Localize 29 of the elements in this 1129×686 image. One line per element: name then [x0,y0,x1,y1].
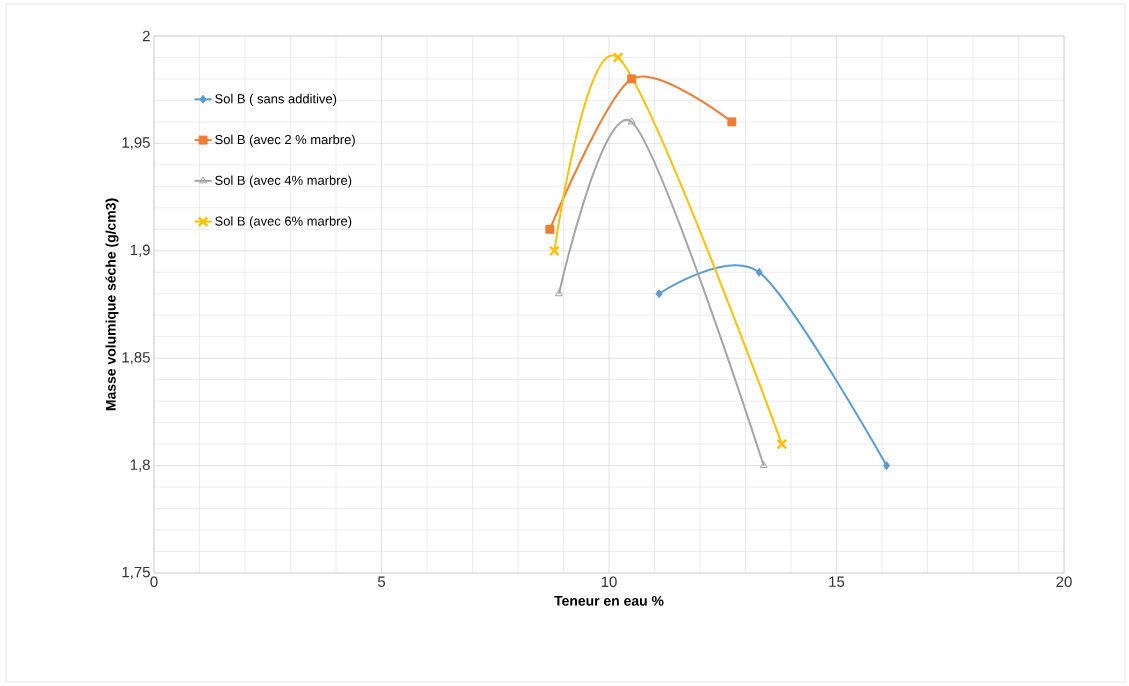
y-tick-label: 2 [142,30,150,42]
y-tick-label: 1,95 [122,137,150,150]
point [627,117,636,125]
x-tick-label: 10 [601,576,617,588]
point [548,245,560,257]
y-axis-title: Masse volumique séche (g/cm3) [105,198,119,411]
y-tick-label: 1,9 [130,244,150,257]
point [883,461,891,471]
point [612,51,624,63]
point [655,289,663,299]
point [755,267,763,277]
x-tick-label: 0 [150,576,158,588]
y-tick-label: 1,85 [122,352,150,365]
x-tick-label: 15 [829,576,845,587]
legend-label: Sol B (avec 6% marbre) [215,216,352,229]
point [555,289,563,297]
point [545,224,555,234]
point [759,461,768,469]
point [627,74,637,84]
legend-label: Sol B (avec 2 % marbre) [215,134,355,147]
y-tick-label: 1,75 [122,566,150,580]
x-axis-title: Teneur en eau % [554,595,664,606]
x-tick-label: 5 [377,576,386,587]
legend-label: Sol B ( sans additive) [215,93,337,106]
y-tick-label: 1,8 [130,459,150,472]
point [776,438,788,450]
legend-label: Sol B (avec 4% marbre) [215,175,352,188]
x-tick-label: 20 [1056,576,1072,588]
point [727,117,737,127]
